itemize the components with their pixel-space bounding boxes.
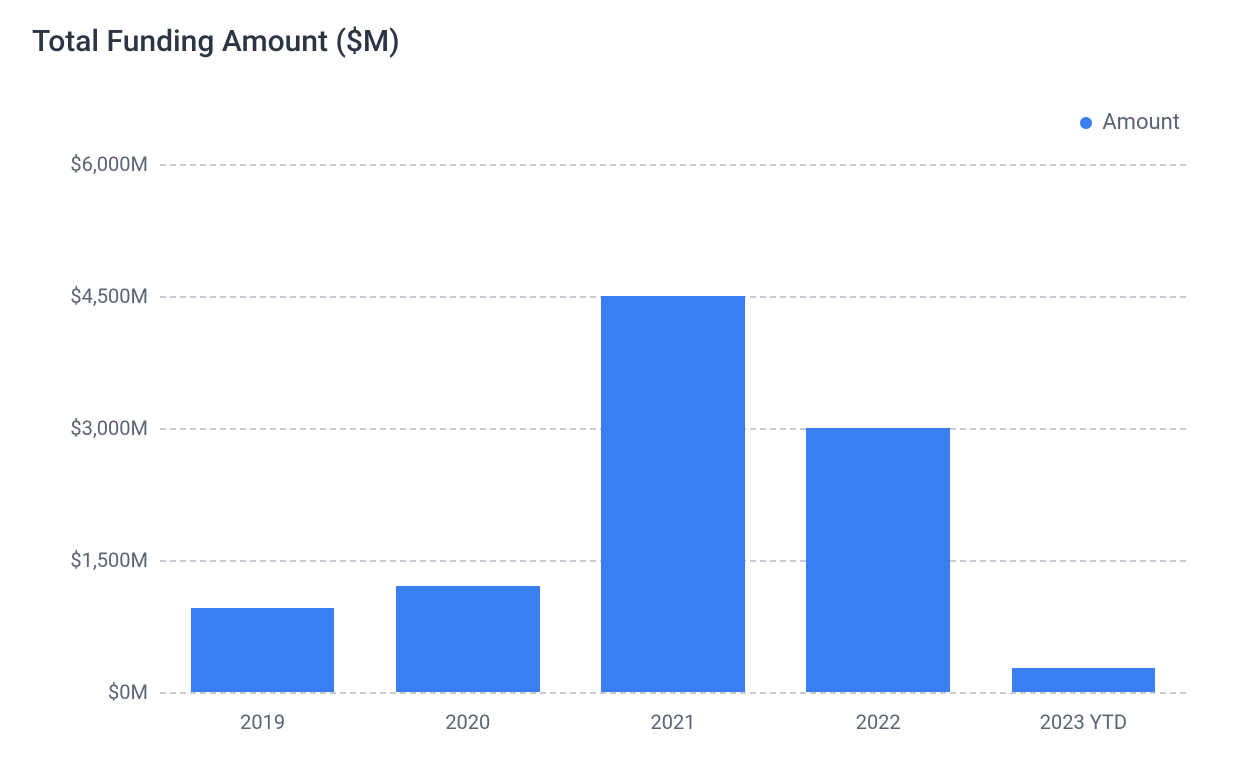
chart-container: Total Funding Amount ($M) Amount $0M$1,5… (0, 0, 1234, 780)
legend: Amount (1080, 110, 1180, 135)
y-tick-label: $1,500M (70, 548, 160, 572)
y-tick-label: $0M (108, 680, 160, 704)
chart-title: Total Funding Amount ($M) (32, 24, 1204, 59)
y-tick-label: $4,500M (70, 284, 160, 308)
x-tick-label: 2021 (651, 692, 696, 734)
bar (601, 296, 745, 692)
x-tick-label: 2022 (856, 692, 901, 734)
x-tick-label: 2020 (445, 692, 490, 734)
bars-group (160, 164, 1186, 692)
bar (191, 608, 335, 692)
y-tick-label: $3,000M (70, 416, 160, 440)
legend-dot-icon (1080, 117, 1092, 129)
plot-area: $0M$1,500M$3,000M$4,500M$6,000M 20192020… (160, 164, 1186, 692)
x-tick-label: 2019 (240, 692, 285, 734)
bar (1012, 668, 1156, 692)
bar (396, 586, 540, 692)
x-tick-label: 2023 YTD (1040, 692, 1127, 734)
y-tick-label: $6,000M (70, 152, 160, 176)
bar (806, 428, 950, 692)
legend-label: Amount (1102, 110, 1180, 135)
